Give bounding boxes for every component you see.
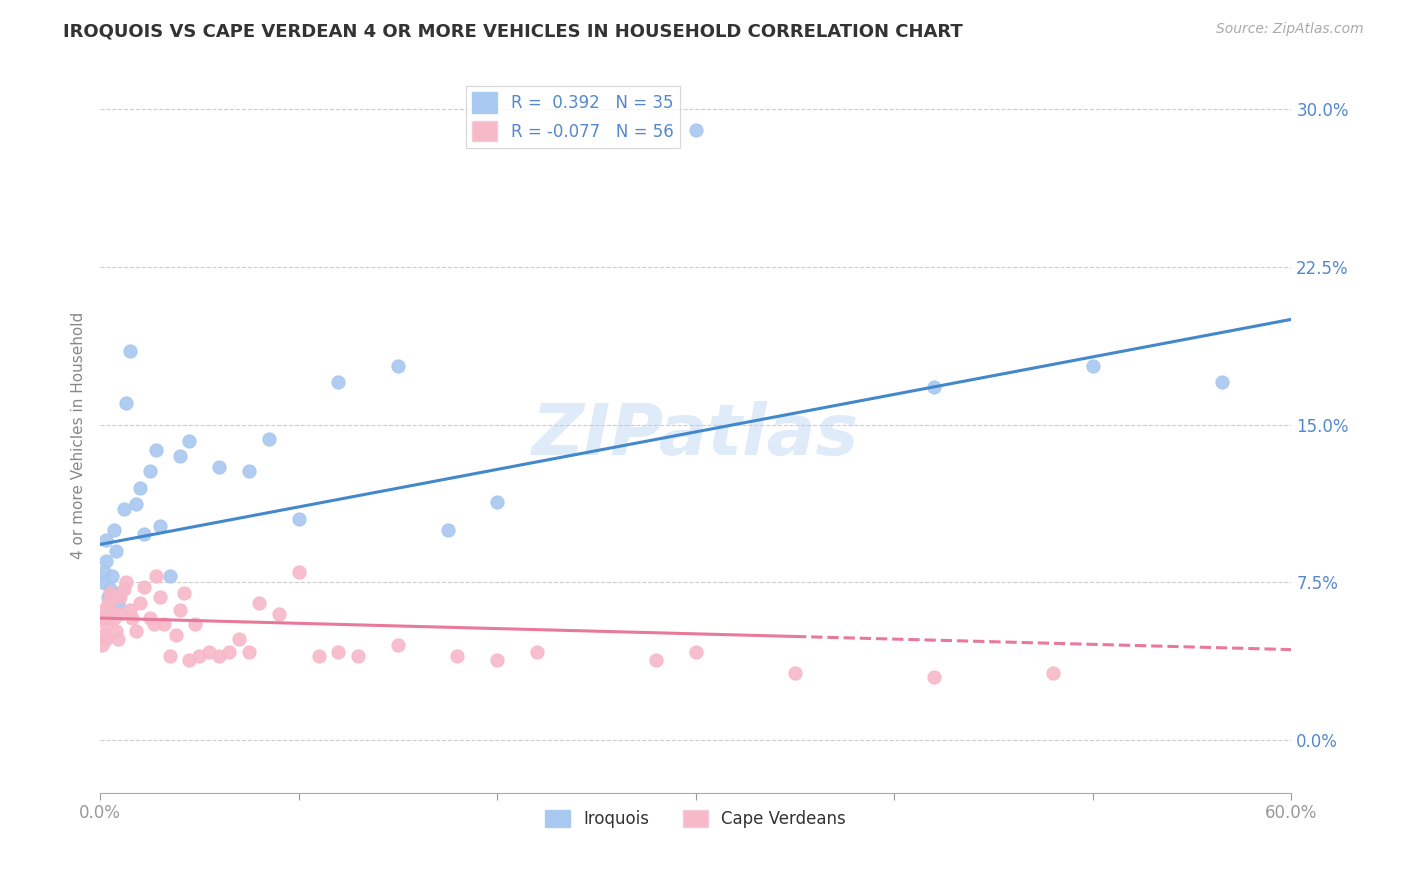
Point [91, 611, 114, 625]
Point [198, 645, 221, 659]
Point [257, 432, 280, 446]
Point [387, 359, 409, 373]
Point [98, 582, 121, 596]
Point [97, 611, 120, 625]
Point [1211, 376, 1233, 390]
Point [97, 596, 120, 610]
Point [179, 653, 201, 667]
Point [91, 639, 114, 653]
Point [128, 596, 150, 610]
Point [208, 648, 231, 663]
Point [173, 586, 195, 600]
Point [94, 617, 117, 632]
Point [145, 569, 167, 583]
Point [115, 575, 138, 590]
Point [108, 607, 131, 621]
Point [103, 611, 125, 625]
Point [142, 617, 165, 632]
Point [436, 523, 458, 537]
Point [107, 632, 129, 646]
Point [108, 590, 131, 604]
Point [115, 396, 138, 410]
Point [139, 611, 162, 625]
Point [97, 590, 120, 604]
Point [238, 645, 260, 659]
Point [328, 645, 350, 659]
Text: IROQUOIS VS CAPE VERDEAN 4 OR MORE VEHICLES IN HOUSEHOLD CORRELATION CHART: IROQUOIS VS CAPE VERDEAN 4 OR MORE VEHIC… [63, 22, 963, 40]
Point [1081, 359, 1104, 373]
Point [91, 575, 114, 590]
Point [101, 607, 124, 621]
Point [267, 607, 290, 621]
Point [112, 582, 135, 596]
Point [347, 648, 370, 663]
Point [645, 653, 668, 667]
Point [132, 527, 155, 541]
Point [98, 602, 121, 616]
Point [105, 543, 128, 558]
Point [93, 565, 115, 579]
Point [218, 645, 240, 659]
Point [125, 624, 148, 638]
Point [165, 628, 187, 642]
Point [228, 632, 250, 646]
Point [132, 580, 155, 594]
Point [105, 624, 128, 638]
Point [446, 648, 468, 663]
Point [922, 379, 945, 393]
Text: ZIPatlas: ZIPatlas [531, 401, 859, 469]
Point [287, 565, 309, 579]
Point [103, 523, 125, 537]
Y-axis label: 4 or more Vehicles in Household: 4 or more Vehicles in Household [72, 311, 86, 558]
Point [328, 376, 350, 390]
Point [169, 449, 191, 463]
Point [149, 590, 172, 604]
Point [179, 434, 201, 449]
Point [118, 602, 141, 616]
Text: Source: ZipAtlas.com: Source: ZipAtlas.com [1216, 22, 1364, 37]
Point [238, 464, 260, 478]
Point [486, 495, 509, 509]
Point [159, 569, 181, 583]
Point [107, 596, 129, 610]
Point [169, 602, 191, 616]
Point [121, 611, 143, 625]
Point [685, 123, 707, 137]
Point [208, 459, 231, 474]
Point [188, 648, 211, 663]
Point [93, 628, 115, 642]
Point [149, 518, 172, 533]
Point [94, 632, 117, 646]
Point [308, 648, 330, 663]
Point [287, 512, 309, 526]
Point [108, 586, 131, 600]
Point [152, 617, 174, 632]
Point [98, 586, 121, 600]
Point [526, 645, 548, 659]
Point [387, 639, 409, 653]
Point [94, 533, 117, 548]
Point [1042, 665, 1064, 680]
Point [93, 602, 115, 616]
Point [118, 343, 141, 358]
Point [685, 645, 707, 659]
Point [184, 617, 207, 632]
Point [128, 481, 150, 495]
Point [94, 554, 117, 568]
Point [783, 665, 806, 680]
Point [922, 670, 945, 684]
Point [125, 498, 148, 512]
Point [159, 648, 181, 663]
Point [112, 501, 135, 516]
Point [145, 442, 167, 457]
Point [247, 596, 270, 610]
Point [139, 464, 162, 478]
Point [101, 569, 124, 583]
Point [101, 590, 124, 604]
Legend: Iroquois, Cape Verdeans: Iroquois, Cape Verdeans [538, 803, 853, 834]
Point [486, 653, 509, 667]
